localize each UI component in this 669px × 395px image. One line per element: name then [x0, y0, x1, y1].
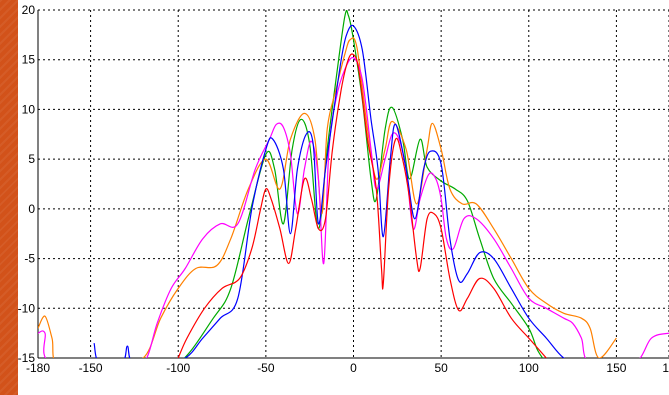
x-tick-label: 18	[662, 361, 669, 375]
chart-panel	[18, 0, 669, 395]
y-tick-label: -5	[24, 252, 35, 266]
y-tick-label: 0	[28, 202, 35, 216]
x-tick-label: -180	[26, 361, 50, 375]
x-axis-tick-labels: -180 -150 -100 -50 0 50 100 150 18	[26, 361, 669, 375]
x-tick-label: 0	[350, 361, 357, 375]
series-line-3	[38, 56, 669, 358]
series-line-5	[177, 53, 547, 358]
y-tick-label: 10	[22, 102, 36, 116]
y-tick-label: 15	[22, 53, 36, 67]
x-tick-label: -150	[79, 361, 103, 375]
y-tick-label: -10	[18, 301, 36, 315]
x-tick-label: 100	[519, 361, 539, 375]
grid-lines	[37, 9, 669, 359]
x-tick-label: 150	[606, 361, 626, 375]
x-tick-label: 50	[434, 361, 448, 375]
series-line-2	[38, 37, 617, 358]
y-tick-label: 20	[22, 3, 36, 17]
series-line-1	[143, 10, 544, 358]
series-lines	[38, 10, 669, 358]
x-tick-label: -50	[257, 361, 275, 375]
y-tick-label: 5	[28, 152, 35, 166]
y-axis-tick-labels: 20 15 10 5 0 -5 -10 -15	[18, 3, 36, 365]
x-tick-label: -100	[166, 361, 190, 375]
y-tick-label: -15	[18, 351, 36, 365]
series-line-4	[93, 24, 565, 358]
